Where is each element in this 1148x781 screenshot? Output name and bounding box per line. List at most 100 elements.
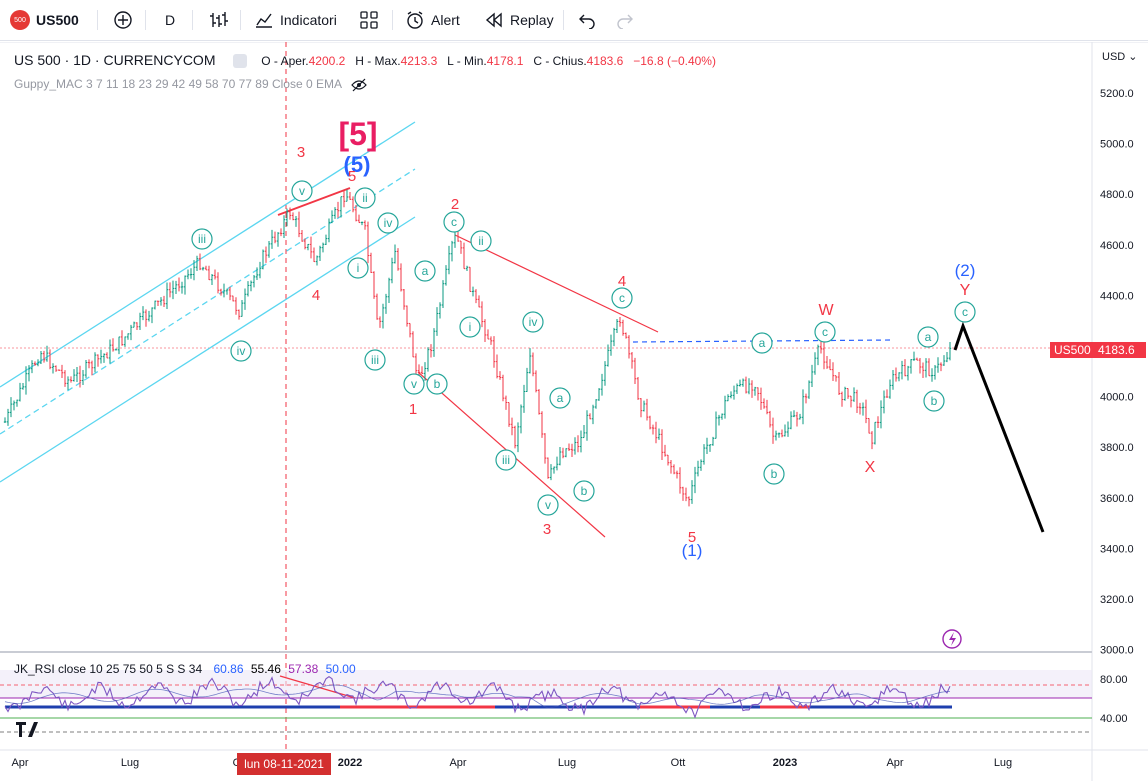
wave-label-a2: a — [557, 391, 564, 405]
wave-label-i: i — [357, 261, 360, 275]
wave-label-v3: v — [545, 498, 551, 512]
legend-low: L - Min.4178.1 — [447, 54, 524, 68]
price-tick: 4400.0 — [1100, 290, 1134, 302]
wave-label-c1: c — [451, 215, 457, 229]
wave-label-ii2: ii — [478, 234, 483, 248]
rsi-band — [0, 670, 1092, 698]
current-price-tag: 4183.6 — [1094, 342, 1146, 358]
wave-red-4b: 4 — [618, 273, 626, 290]
downtrend-upper-line — [454, 234, 659, 333]
symbol-price-tag: US500 — [1050, 342, 1095, 358]
indicators-icon — [256, 13, 272, 28]
rsi-value-1: 60.86 — [213, 662, 244, 676]
currency-label: USD — [1102, 51, 1126, 63]
time-axis[interactable]: AprLugOtt2022AprLugOtt2023AprLug — [11, 757, 1012, 769]
symbol-search-button[interactable]: 500 US500 — [10, 6, 79, 34]
wave-label-a4: a — [925, 330, 932, 344]
alert-icon — [407, 11, 423, 29]
indicator-legend[interactable]: Guppy_MAC 3 7 11 18 23 29 42 49 58 70 77… — [14, 77, 367, 92]
toolbar-divider — [97, 10, 98, 30]
wave-W: W — [818, 302, 834, 319]
wave-label-iii2: iii — [371, 353, 379, 367]
hidden-eye-icon[interactable] — [350, 78, 367, 92]
wave-circle — [191, 228, 213, 250]
time-tick: Apr — [11, 757, 28, 769]
wave-label-a1: a — [422, 264, 429, 278]
top-toolbar: 500 US500 D Indicatori Alert Replay — [0, 0, 1148, 41]
rsi-tick: 80.00 — [1100, 674, 1128, 686]
legend-close: C - Chius.4183.6 — [533, 54, 624, 68]
rsi-tick: 40.00 — [1100, 713, 1128, 725]
wave-label-iv2: iv — [384, 216, 393, 230]
wave-red-5: 5 — [348, 168, 356, 185]
indicators-button[interactable]: Indicatori — [254, 6, 337, 34]
wave-label-c3: c — [822, 325, 828, 339]
wave-label-b2: b — [581, 484, 588, 498]
wave-label-iv3: iv — [529, 315, 538, 329]
price-tick: 4800.0 — [1100, 189, 1134, 201]
chart-style-button[interactable] — [208, 6, 228, 34]
alert-button[interactable]: Alert — [405, 6, 460, 34]
wave-circle — [364, 349, 386, 371]
tradingview-logo — [16, 722, 38, 737]
compare-button[interactable] — [113, 6, 133, 34]
crosshair-date-tag: lun 08-11-2021 — [237, 753, 331, 775]
symbol-legend: US 500 · 1D · CURRENCYCOM O - Aper.4200.… — [14, 52, 716, 69]
wave-label-iv: iv — [237, 344, 246, 358]
legend-title: US 500 · 1D · CURRENCYCOM — [14, 52, 216, 68]
redo-icon — [617, 14, 633, 29]
channel-mid-line — [0, 168, 416, 435]
alert-label: Alert — [431, 12, 460, 28]
wave-X: X — [865, 459, 876, 476]
price-tick: 3600.0 — [1100, 493, 1134, 505]
wave-circle — [470, 230, 492, 252]
toolbar-divider — [145, 10, 146, 30]
symbol-logo-icon: 500 — [10, 10, 30, 30]
wave-circle — [814, 321, 836, 343]
wave-circle — [573, 480, 595, 502]
chevron-down-icon: ⌄ — [1128, 51, 1138, 63]
currency-selector[interactable]: USD ⌄ — [1102, 50, 1138, 63]
price-axis[interactable]: 5200.05000.04800.04600.04400.04200.04000… — [1100, 88, 1134, 725]
wave-circle — [917, 326, 939, 348]
wave-circle — [954, 301, 976, 323]
indicators-label: Indicatori — [280, 12, 337, 28]
wave-circle — [459, 316, 481, 338]
undo-icon — [579, 14, 595, 29]
wave-circle — [426, 373, 448, 395]
wave-label-c4: c — [962, 305, 968, 319]
chart-area[interactable]: [5] (5) (1) (2) 3 4 5 2 1 3 4 5 W X Y ii… — [0, 42, 1148, 781]
wave-labels: [5] (5) (1) (2) 3 4 5 2 1 3 4 5 W X Y ii… — [191, 116, 976, 560]
templates-button[interactable] — [360, 6, 378, 34]
wave-red-3: 3 — [297, 144, 305, 161]
rsi-legend[interactable]: JK_RSI close 10 25 75 50 5 S S 34 60.86 … — [14, 662, 356, 676]
wave-label-b1: b — [434, 377, 441, 391]
toolbar-divider — [392, 10, 393, 30]
wave-label-iii: iii — [198, 232, 206, 246]
undo-button[interactable] — [578, 6, 596, 34]
legend-open: O - Aper.4200.2 — [261, 54, 346, 68]
price-chart-canvas[interactable]: [5] (5) (1) (2) 3 4 5 2 1 3 4 5 W X Y ii… — [0, 42, 1148, 781]
wave-circle — [522, 311, 544, 333]
time-tick: Lug — [558, 757, 576, 769]
indicator-legend-text: Guppy_MAC 3 7 11 18 23 29 42 49 58 70 77… — [14, 77, 342, 91]
time-tick: Apr — [449, 757, 466, 769]
interval-button[interactable]: D — [165, 6, 175, 34]
rsi-signal-line — [4, 684, 950, 709]
replay-button[interactable]: Replay — [484, 6, 554, 34]
wave-label-c2: c — [619, 291, 625, 305]
time-tick: Lug — [994, 757, 1012, 769]
legend-menu-icon[interactable] — [233, 54, 248, 69]
lightning-icon[interactable] — [942, 629, 962, 649]
wave-circle — [549, 387, 571, 409]
bar-style-icon — [210, 12, 228, 27]
wave-label-v2: v — [411, 377, 417, 391]
redo-button[interactable] — [616, 6, 634, 34]
wave-red-2: 2 — [451, 196, 459, 213]
wave-label-a3: a — [759, 336, 766, 350]
templates-icon — [360, 11, 378, 29]
interval-label: D — [165, 12, 176, 28]
time-tick: 2023 — [773, 757, 797, 769]
price-bars — [3, 189, 952, 507]
wave-label-ii: ii — [362, 191, 367, 205]
